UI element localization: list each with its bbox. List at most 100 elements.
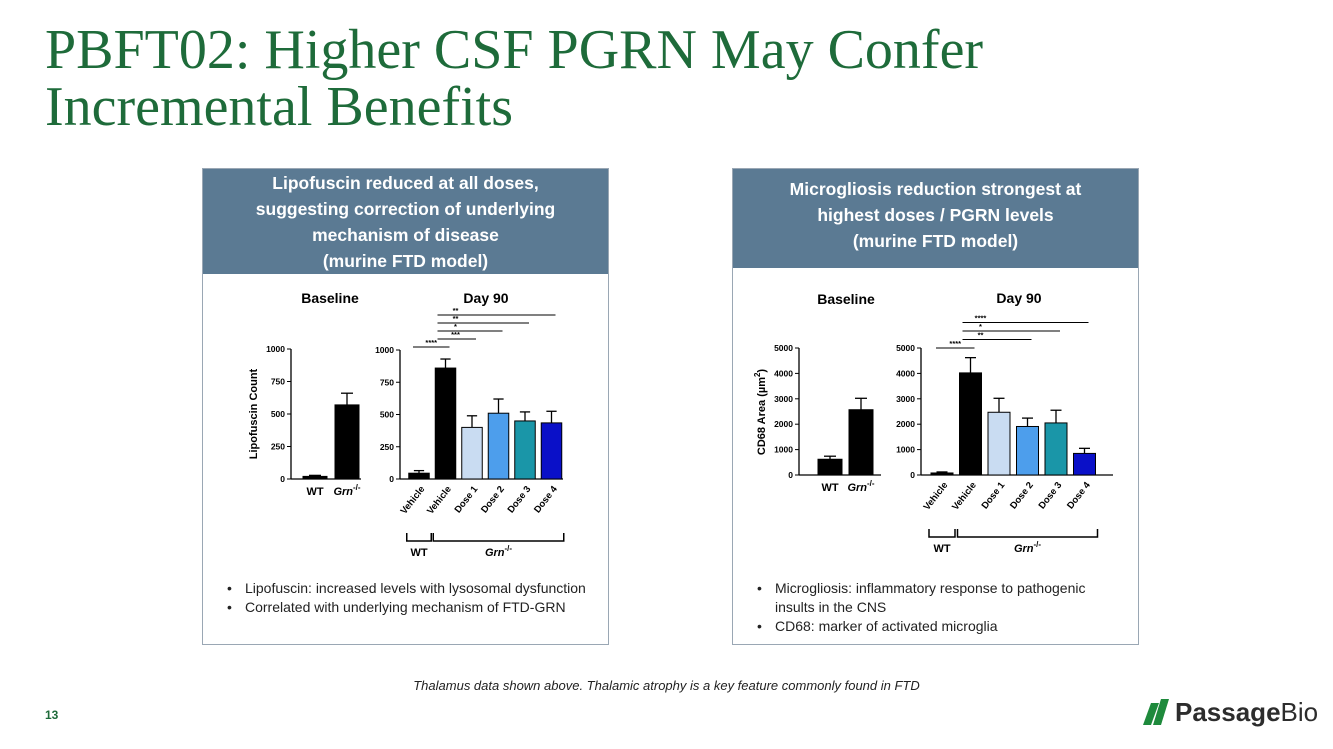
bar-dose-1 bbox=[461, 426, 483, 480]
bar-dose-4 bbox=[1073, 452, 1096, 476]
bullet-item: • Lipofuscin: increased levels with lysos… bbox=[227, 579, 599, 598]
y-tick-label: 0 bbox=[788, 470, 793, 480]
y-tick-label: 1000 bbox=[774, 445, 793, 455]
group-label-superscript: -/- bbox=[1034, 540, 1042, 549]
x-tick-label: Dose 1 bbox=[980, 480, 1008, 512]
bullet-text: CD68: marker of activated microglia bbox=[775, 618, 998, 634]
x-tick-label: WT bbox=[821, 482, 838, 494]
group-label-superscript: -/- bbox=[505, 544, 513, 553]
x-tick-label: Dose 4 bbox=[1065, 480, 1093, 512]
bar-vehicle bbox=[959, 372, 982, 476]
group-bracket bbox=[928, 529, 956, 538]
chart-title: Day 90 bbox=[463, 290, 508, 306]
x-tick-label: Vehicle bbox=[950, 480, 979, 513]
y-tick-label: 1000 bbox=[375, 345, 394, 355]
bar-dose-2 bbox=[487, 412, 510, 480]
y-axis-label: CD68 Area (µm2) bbox=[753, 369, 768, 456]
bar-vehicle bbox=[434, 367, 457, 480]
header-line: (murine FTD model) bbox=[322, 251, 489, 271]
y-tick-label: 4000 bbox=[774, 368, 793, 378]
y-tick-label: 750 bbox=[380, 377, 394, 387]
significance-label: ** bbox=[453, 314, 459, 323]
bar-dose-1 bbox=[987, 411, 1011, 476]
slide-title: PBFT02: Higher CSF PGRN May Confer Incre… bbox=[45, 22, 1145, 136]
bullet-item: • Correlated with underlying mechanism of… bbox=[227, 598, 599, 617]
y-tick-label: 4000 bbox=[896, 368, 915, 378]
y-axis-label-text: Lipofuscin Count bbox=[248, 368, 260, 459]
bullet-text: Correlated with underlying mechanism of … bbox=[245, 599, 566, 615]
logo-wordmark: PassageBio bbox=[1175, 697, 1318, 727]
header-line: (murine FTD model) bbox=[852, 231, 1019, 251]
bar-dose-4 bbox=[540, 422, 563, 480]
group-label: Grn-/- bbox=[1014, 540, 1041, 555]
x-tick-label: Vehicle bbox=[425, 484, 454, 517]
microgliosis-bullets: • Microgliosis: inflammatory response to … bbox=[757, 579, 1129, 636]
y-tick-label: 1000 bbox=[266, 344, 285, 354]
x-tick-label: Vehicle bbox=[399, 484, 428, 517]
significance-label: *** bbox=[451, 330, 460, 339]
microgliosis-panel: Microgliosis reduction strongest at high… bbox=[732, 168, 1139, 645]
header-line: highest doses / PGRN levels bbox=[817, 205, 1054, 225]
passage-bio-logo-mark-icon bbox=[1143, 699, 1169, 725]
header-line: Lipofuscin reduced at all doses, bbox=[272, 173, 539, 193]
chart-title: Baseline bbox=[301, 290, 359, 306]
significance-label: ** bbox=[978, 331, 984, 340]
significance-label: **** bbox=[975, 314, 987, 323]
lipofuscin-panel-header: Lipofuscin reduced at all doses, suggest… bbox=[203, 169, 608, 274]
logo-word-passage: Passage bbox=[1175, 697, 1281, 727]
chart-title: Day 90 bbox=[996, 290, 1041, 306]
footnote: Thalamus data shown above. Thalamic atro… bbox=[413, 678, 920, 693]
x-tick-label-text: WT bbox=[821, 482, 838, 494]
group-bracket bbox=[432, 533, 565, 542]
group-label: Grn-/- bbox=[485, 544, 512, 559]
x-tick-label: Dose 2 bbox=[1008, 480, 1036, 511]
y-tick-label: 750 bbox=[271, 377, 285, 387]
lipofuscin-panel: Lipofuscin reduced at all doses, suggest… bbox=[202, 168, 609, 645]
y-axis-label-superscript: 2 bbox=[753, 372, 762, 377]
x-tick-label-text: Grn bbox=[333, 486, 353, 498]
significance-label: **** bbox=[949, 339, 961, 348]
y-axis-label: Lipofuscin Count bbox=[248, 368, 260, 459]
group-bracket bbox=[956, 529, 1099, 538]
title-line-2: Incremental Benefits bbox=[45, 76, 514, 138]
y-tick-label: 0 bbox=[910, 470, 915, 480]
bar-vehicle bbox=[408, 472, 430, 480]
y-tick-label: 5000 bbox=[774, 343, 793, 353]
y-tick-label: 2000 bbox=[896, 419, 915, 429]
page-number: 13 bbox=[45, 708, 59, 722]
y-tick-label: 250 bbox=[271, 442, 285, 452]
bullet-dot: • bbox=[757, 580, 762, 596]
y-tick-label: 500 bbox=[380, 410, 394, 420]
x-tick-label: Dose 3 bbox=[1037, 480, 1065, 511]
y-tick-label: 3000 bbox=[896, 394, 915, 404]
bar-grn bbox=[848, 409, 874, 476]
bar-wt bbox=[302, 475, 328, 480]
bullet-dot: • bbox=[227, 580, 232, 596]
y-axis-label-end: ) bbox=[756, 369, 768, 373]
y-tick-label: 0 bbox=[280, 474, 285, 484]
y-tick-label: 5000 bbox=[896, 343, 915, 353]
bar-grn bbox=[334, 404, 360, 480]
significance-label: **** bbox=[425, 338, 437, 347]
bar-dose-3 bbox=[1044, 422, 1068, 476]
chart-title: Baseline bbox=[817, 291, 875, 307]
x-tick-label: Grn-/- bbox=[333, 483, 360, 498]
lipofuscin-bullets: • Lipofuscin: increased levels with lysos… bbox=[227, 579, 599, 617]
group-label-text: Grn bbox=[1014, 543, 1034, 555]
title-line-1: PBFT02: Higher CSF PGRN May Confer bbox=[45, 19, 984, 81]
bar-dose-2 bbox=[1016, 425, 1039, 476]
bar-wt bbox=[817, 458, 843, 476]
x-tick-label: Dose 2 bbox=[479, 484, 507, 515]
group-label: WT bbox=[410, 547, 427, 559]
x-tick-label: WT bbox=[306, 486, 323, 498]
significance-label: * bbox=[454, 322, 457, 331]
x-tick-label: Grn-/- bbox=[847, 479, 874, 494]
y-tick-label: 500 bbox=[271, 409, 285, 419]
y-tick-label: 250 bbox=[380, 442, 394, 452]
header-line: Microgliosis reduction strongest at bbox=[789, 179, 1082, 199]
group-label: WT bbox=[933, 543, 950, 555]
group-label-text: WT bbox=[410, 547, 427, 559]
bar-dose-3 bbox=[514, 420, 536, 480]
logo-word-bio: Bio bbox=[1280, 697, 1319, 727]
